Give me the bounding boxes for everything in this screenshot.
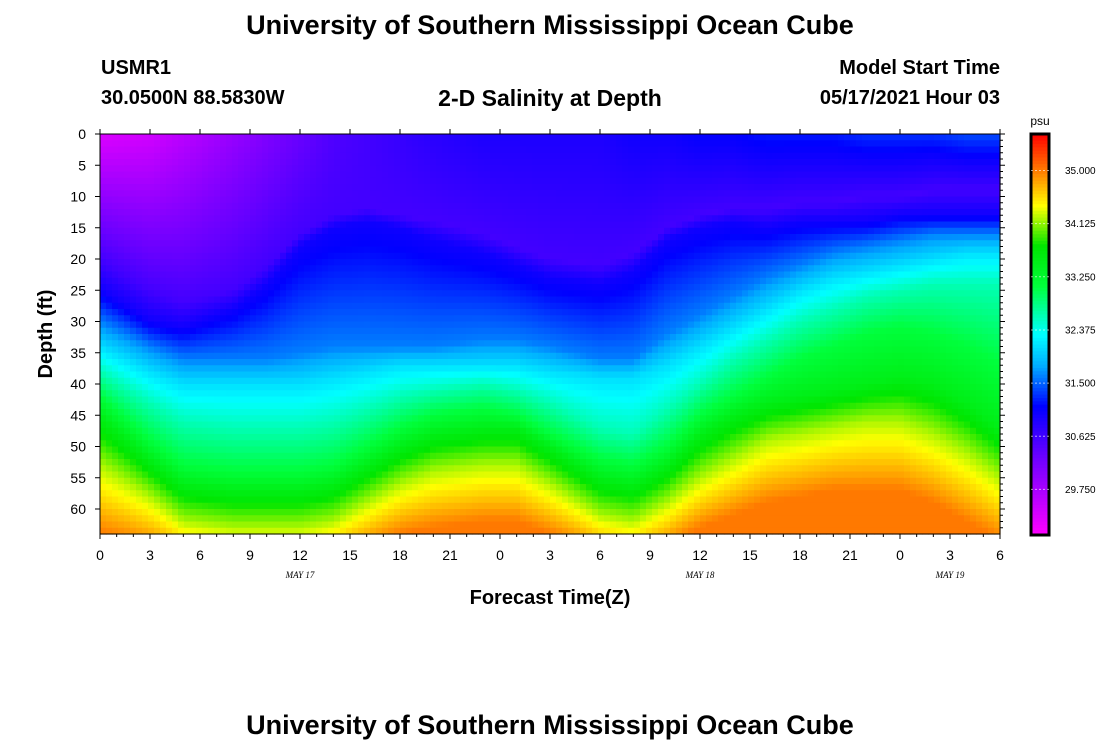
x-tick-label: 9 bbox=[246, 547, 254, 563]
date-label: MAY 19 bbox=[935, 570, 965, 580]
x-tick-label: 6 bbox=[196, 547, 204, 563]
x-tick-label: 3 bbox=[946, 547, 954, 563]
x-axis-title: Forecast Time(Z) bbox=[470, 587, 631, 609]
colorbar-unit: psu bbox=[1030, 114, 1049, 128]
salinity-chart: 0 3 6 9 12 15 18 21 0 3 6 9 12 15 18 21 0 3 6 MAY 17 MAY 18 M… bbox=[35, 114, 1096, 609]
y-tick-label: 50 bbox=[70, 439, 86, 455]
x-tick-label: 0 bbox=[896, 547, 904, 563]
colorbar-tick-label: 30.625 bbox=[1065, 432, 1096, 443]
model-start-label: Model Start Time bbox=[839, 57, 1000, 79]
x-tick-label: 21 bbox=[842, 547, 858, 563]
colorbar-frame bbox=[1029, 132, 1051, 537]
y-tick-label: 40 bbox=[70, 376, 86, 392]
y-tick-label: 20 bbox=[70, 251, 86, 267]
x-tick-label: 6 bbox=[996, 547, 1004, 563]
station-id: USMR1 bbox=[101, 57, 172, 79]
model-start-time: 05/17/2021 Hour 03 bbox=[819, 87, 1000, 109]
y-tick-label: 35 bbox=[70, 345, 86, 361]
y-tick-label: 60 bbox=[70, 501, 86, 517]
x-tick-label: 9 bbox=[646, 547, 654, 563]
footer-title: University of Southern Mississippi Ocean… bbox=[246, 710, 854, 740]
x-tick-label: 3 bbox=[146, 547, 154, 563]
colorbar-tick-label: 35.000 bbox=[1065, 166, 1096, 177]
y-tick-label: 10 bbox=[70, 189, 86, 205]
x-tick-label: 6 bbox=[596, 547, 604, 563]
colorbar-tick-label: 33.250 bbox=[1065, 272, 1096, 283]
x-tick-label: 18 bbox=[392, 547, 408, 563]
y-tick-label: 0 bbox=[78, 126, 86, 142]
chart-subtitle: 2-D Salinity at Depth bbox=[438, 85, 662, 111]
colorbar-tick-label: 34.125 bbox=[1065, 219, 1096, 230]
y-axis-title: Depth (ft) bbox=[35, 290, 57, 379]
station-coords: 30.0500N 88.5830W bbox=[101, 87, 285, 109]
x-tick-label: 12 bbox=[292, 547, 308, 563]
y-tick-label: 25 bbox=[70, 282, 86, 298]
page-title: University of Southern Mississippi Ocean… bbox=[246, 10, 854, 40]
y-tick-label: 5 bbox=[78, 157, 86, 173]
y-tick-label: 15 bbox=[70, 220, 86, 236]
date-label: MAY 17 bbox=[285, 570, 315, 580]
colorbar bbox=[1031, 134, 1049, 536]
y-tick-label: 30 bbox=[70, 314, 86, 330]
x-tick-label: 3 bbox=[546, 547, 554, 563]
x-tick-label: 0 bbox=[496, 547, 504, 563]
x-tick-label: 18 bbox=[792, 547, 808, 563]
x-tick-label: 15 bbox=[342, 547, 358, 563]
salinity-heatmap bbox=[100, 134, 1001, 535]
colorbar-tick-label: 31.500 bbox=[1065, 379, 1096, 390]
date-label: MAY 18 bbox=[685, 570, 715, 580]
colorbar-tick-label: 29.750 bbox=[1065, 485, 1096, 496]
y-tick-label: 45 bbox=[70, 407, 86, 423]
x-tick-label: 21 bbox=[442, 547, 458, 563]
x-tick-label: 15 bbox=[742, 547, 758, 563]
colorbar-tick-label: 32.375 bbox=[1065, 325, 1096, 336]
x-tick-label: 12 bbox=[692, 547, 708, 563]
y-tick-label: 55 bbox=[70, 470, 86, 486]
x-tick-label: 0 bbox=[96, 547, 104, 563]
